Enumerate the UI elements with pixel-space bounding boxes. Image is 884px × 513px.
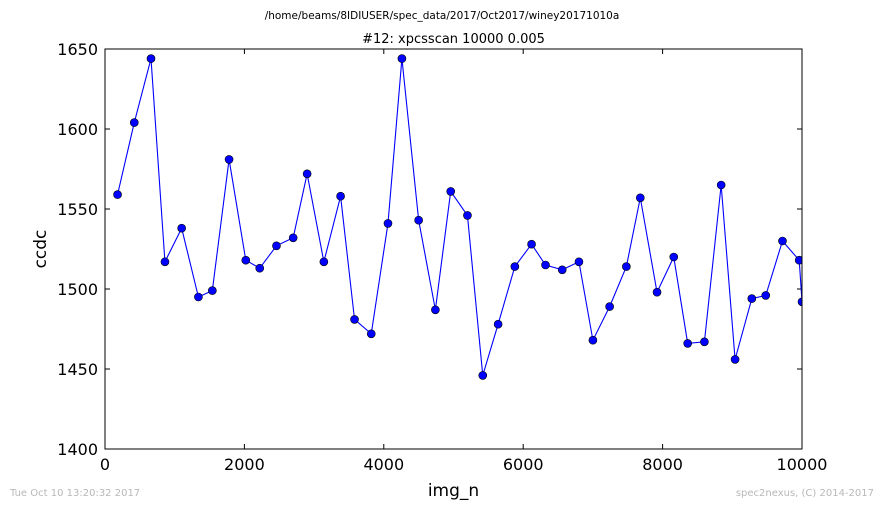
data-point — [635, 193, 645, 203]
data-point — [794, 255, 802, 265]
x-tick-label: 6000 — [503, 455, 544, 474]
data-point — [302, 169, 312, 179]
data-point — [397, 54, 407, 63]
x-tick-label: 10000 — [777, 455, 828, 474]
data-point — [730, 355, 740, 364]
data-point — [319, 257, 329, 267]
data-point — [414, 215, 423, 225]
data-point — [527, 239, 536, 249]
data-point — [431, 305, 440, 315]
x-axis-label: img_n — [428, 481, 479, 501]
data-point — [194, 292, 203, 302]
data-point — [224, 155, 234, 164]
data-point — [383, 219, 393, 228]
data-point — [588, 335, 598, 345]
data-point — [652, 287, 662, 297]
y-tick-label: 1500 — [57, 280, 98, 299]
data-point — [683, 339, 692, 348]
data-point — [797, 297, 802, 307]
data-point — [622, 262, 631, 271]
footer-timestamp: Tue Oct 10 13:20:32 2017 — [10, 488, 141, 499]
x-tick-label: 0 — [100, 455, 110, 474]
data-point — [478, 371, 488, 380]
y-tick-label: 1450 — [57, 360, 98, 379]
x-tick-label: 2000 — [224, 455, 265, 474]
data-point — [747, 294, 757, 303]
data-point — [160, 257, 170, 267]
data-series — [113, 54, 802, 380]
data-point — [541, 260, 550, 270]
data-point — [146, 54, 156, 63]
footer-credit: spec2nexus, (C) 2014-2017 — [735, 488, 874, 499]
x-tick-label: 4000 — [363, 455, 404, 474]
y-tick-label: 1400 — [57, 440, 98, 459]
x-tick-label: 8000 — [642, 455, 683, 474]
plot-frame — [104, 48, 803, 450]
data-point — [241, 255, 251, 265]
y-tick-label: 1600 — [57, 120, 98, 139]
data-point — [510, 262, 520, 271]
data-point — [716, 180, 726, 190]
data-point — [493, 319, 503, 329]
data-point — [366, 329, 376, 339]
data-point — [761, 291, 771, 300]
data-point — [574, 257, 584, 267]
data-point — [669, 252, 679, 262]
data-point — [463, 211, 472, 220]
data-point — [605, 302, 614, 311]
data-point — [557, 265, 567, 275]
data-point — [350, 315, 359, 324]
data-point — [288, 233, 298, 243]
data-point — [177, 223, 186, 233]
data-point — [700, 337, 709, 347]
data-point — [113, 190, 122, 199]
data-point — [778, 236, 787, 246]
chart-suptitle: /home/beams/8IDIUSER/spec_data/2017/Oct2… — [265, 10, 620, 22]
data-point — [129, 118, 139, 127]
chart-title: #12: xpcsscan 10000 0.005 — [362, 32, 545, 47]
y-tick-label: 1650 — [57, 40, 98, 59]
data-point — [255, 263, 265, 273]
plot-area: 0 2000 4000 6000 8000 10000 1400 1450 1500 1550 16… — [57, 40, 827, 474]
data-point — [272, 241, 281, 251]
data-point — [208, 286, 217, 295]
data-point — [336, 191, 345, 201]
y-tick-label: 1550 — [57, 200, 98, 219]
data-point — [446, 187, 456, 196]
y-axis-label: ccdc — [31, 230, 51, 269]
